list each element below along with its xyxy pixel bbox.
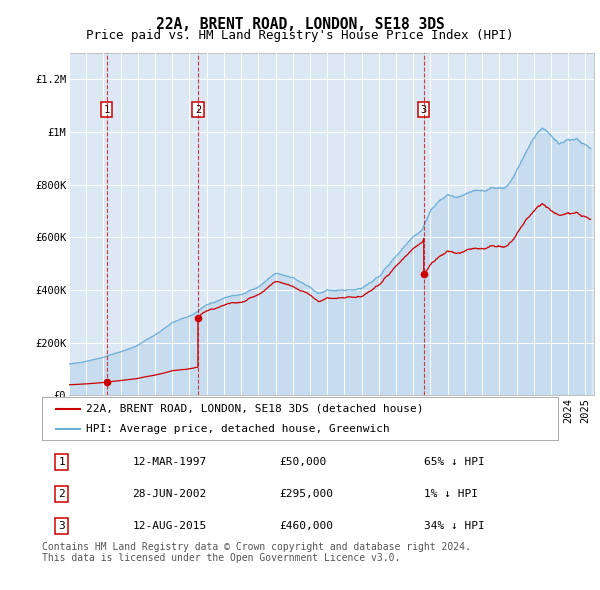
Text: HPI: Average price, detached house, Greenwich: HPI: Average price, detached house, Gree… <box>86 424 389 434</box>
Text: £460,000: £460,000 <box>280 521 334 531</box>
Text: 22A, BRENT ROAD, LONDON, SE18 3DS: 22A, BRENT ROAD, LONDON, SE18 3DS <box>155 17 445 31</box>
Text: 1: 1 <box>58 457 65 467</box>
Text: 12-AUG-2015: 12-AUG-2015 <box>133 521 206 531</box>
Text: 22A, BRENT ROAD, LONDON, SE18 3DS (detached house): 22A, BRENT ROAD, LONDON, SE18 3DS (detac… <box>86 404 424 414</box>
Text: 34% ↓ HPI: 34% ↓ HPI <box>424 521 485 531</box>
Text: 1% ↓ HPI: 1% ↓ HPI <box>424 489 478 499</box>
Text: 3: 3 <box>58 521 65 531</box>
Text: 28-JUN-2002: 28-JUN-2002 <box>133 489 206 499</box>
Text: 2: 2 <box>58 489 65 499</box>
Text: £50,000: £50,000 <box>280 457 326 467</box>
Text: 2: 2 <box>195 104 201 114</box>
Text: Contains HM Land Registry data © Crown copyright and database right 2024.
This d: Contains HM Land Registry data © Crown c… <box>42 542 471 563</box>
Text: £295,000: £295,000 <box>280 489 334 499</box>
Text: 12-MAR-1997: 12-MAR-1997 <box>133 457 206 467</box>
Text: Price paid vs. HM Land Registry's House Price Index (HPI): Price paid vs. HM Land Registry's House … <box>86 30 514 42</box>
Text: 1: 1 <box>104 104 110 114</box>
Text: 65% ↓ HPI: 65% ↓ HPI <box>424 457 485 467</box>
Text: 3: 3 <box>421 104 427 114</box>
